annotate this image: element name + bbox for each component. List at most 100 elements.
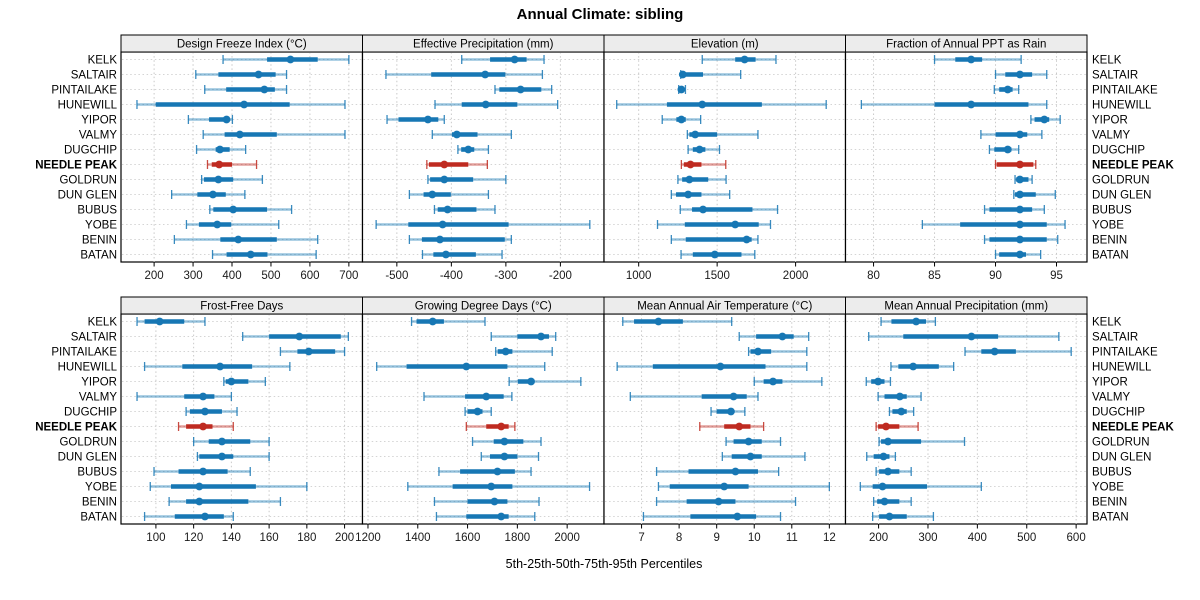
site-label-right: YIPOR <box>1092 115 1128 127</box>
site-row-goldrun <box>200 175 264 184</box>
site-row-batan <box>143 512 234 521</box>
median-dot <box>440 160 449 169</box>
axis-tick-label: 2000 <box>554 532 580 544</box>
median-dot <box>464 145 473 154</box>
median-dot <box>440 175 449 184</box>
site-label-left: KELK <box>88 55 118 67</box>
median-dot <box>677 115 686 124</box>
site-row-dun-glen <box>1013 190 1056 199</box>
median-dot <box>874 377 882 386</box>
site-row-bubus <box>655 467 780 476</box>
site-row-valmy <box>877 392 922 401</box>
site-label-right: BUBUS <box>1092 205 1132 217</box>
panel-strip-title: Design Freeze Index (°C) <box>177 39 307 51</box>
site-label-left: NEEDLE PEAK <box>35 160 117 172</box>
site-row-dugchip <box>464 407 492 416</box>
panel-5: Frost-Free Days 100 120 140 160 180 200 <box>120 296 364 544</box>
site-row-goldrun <box>471 437 542 446</box>
axis-tick-label: 1000 <box>626 270 652 282</box>
site-row-pintailake <box>993 85 1020 94</box>
site-row-hunewill <box>434 100 559 109</box>
axis-tick-label: 600 <box>300 270 319 282</box>
median-dot <box>1016 70 1024 79</box>
site-row-saltair <box>868 332 1060 341</box>
median-dot <box>1003 145 1012 154</box>
site-row-yipor <box>865 377 892 386</box>
median-dot <box>201 407 209 416</box>
median-dot <box>1016 205 1024 214</box>
median-dot <box>201 512 209 521</box>
median-dot <box>895 392 904 401</box>
site-row-yipor <box>223 377 266 386</box>
median-dot <box>240 100 248 109</box>
axis-tick-label: 1200 <box>355 532 381 544</box>
site-row-kelk <box>933 55 1022 64</box>
site-label-left: YIPOR <box>81 377 117 389</box>
site-row-dugchip <box>687 145 721 154</box>
median-dot <box>246 250 255 259</box>
site-row-hunewill <box>616 362 808 371</box>
median-dot <box>436 235 444 244</box>
median-dot <box>727 407 735 416</box>
axis-tick-label: 7 <box>638 532 644 544</box>
median-dot <box>884 437 892 446</box>
site-row-dun-glen <box>866 452 897 461</box>
site-row-benin <box>408 235 512 244</box>
site-row-yobe <box>375 220 591 229</box>
site-row-kelk <box>136 317 206 326</box>
median-dot <box>1016 190 1024 199</box>
median-dot <box>286 55 295 64</box>
site-label-right: HUNEWILL <box>1092 362 1152 374</box>
site-label-left: YIPOR <box>81 115 117 127</box>
median-dot <box>897 407 906 416</box>
site-label-left: PINTAILAKE <box>51 347 117 359</box>
site-row-hunewill <box>376 362 546 371</box>
site-row-dugchip <box>457 145 490 154</box>
median-dot <box>209 190 217 199</box>
site-row-yipor <box>661 115 702 124</box>
site-row-benin <box>168 497 282 506</box>
site-row-kelk <box>461 55 545 64</box>
axis-tick-label: 500 <box>1017 532 1036 544</box>
site-label-right: NEEDLE PEAK <box>1092 422 1174 434</box>
site-label-right: DUN GLEN <box>1092 452 1151 464</box>
site-label-left: DUN GLEN <box>58 452 117 464</box>
axis-tick-label: 80 <box>867 270 880 282</box>
site-row-goldrun <box>677 175 727 184</box>
site-row-goldrun <box>1014 175 1033 184</box>
site-row-yobe <box>149 482 308 491</box>
site-row-needle-peak <box>465 422 516 431</box>
site-row-needle-peak <box>994 160 1037 169</box>
axis-tick-label: 100 <box>146 532 165 544</box>
median-dot <box>222 115 231 124</box>
median-dot <box>720 482 729 491</box>
median-dot <box>501 347 510 356</box>
median-dot <box>424 115 432 124</box>
site-row-hunewill <box>860 100 1048 109</box>
site-row-saltair <box>678 70 742 79</box>
site-label-left: BATAN <box>80 250 117 262</box>
site-row-valmy <box>629 392 759 401</box>
site-row-bubus <box>679 205 779 214</box>
site-label-right: BENIN <box>1092 497 1127 509</box>
median-dot <box>769 377 777 386</box>
site-label-left: SALTAIR <box>71 332 117 344</box>
axis-tick-label: 200 <box>145 270 164 282</box>
median-dot <box>481 70 490 79</box>
site-row-benin <box>433 497 540 506</box>
site-row-yobe <box>921 220 1066 229</box>
site-row-valmy <box>431 130 512 139</box>
axis-tick-label: 400 <box>222 270 241 282</box>
panel-strip <box>845 34 1088 53</box>
median-dot <box>260 85 269 94</box>
site-row-benin <box>670 235 759 244</box>
site-row-bubus <box>438 467 532 476</box>
median-dot <box>1016 160 1024 169</box>
site-row-batan <box>872 512 935 521</box>
site-label-right: KELK <box>1092 317 1122 329</box>
median-dot <box>699 205 707 214</box>
axis-tick-label: 400 <box>968 532 987 544</box>
site-row-yobe <box>656 220 772 229</box>
panel-7: Mean Annual Air Temperature (°C) 7 8 9 10 11 1… <box>603 296 847 544</box>
median-dot <box>695 145 704 154</box>
